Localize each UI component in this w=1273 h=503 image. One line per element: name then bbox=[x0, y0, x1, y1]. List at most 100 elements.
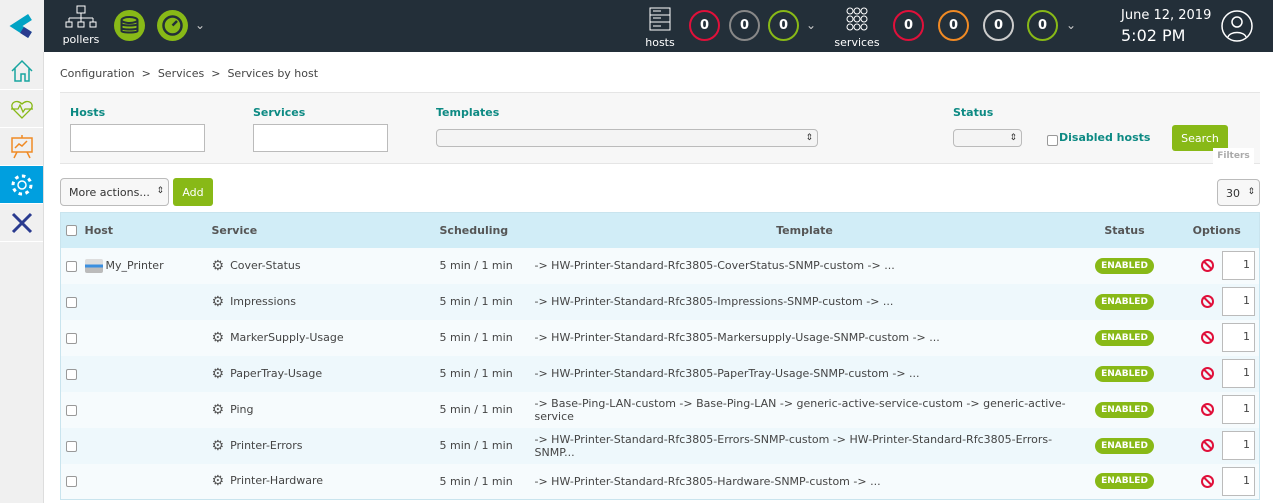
breadcrumb-separator: > bbox=[141, 67, 151, 80]
template: -> HW-Printer-Standard-Rfc3805-CoverStat… bbox=[534, 247, 1075, 284]
breadcrumb-services-by-host[interactable]: Services by host bbox=[227, 67, 319, 80]
status-badge: ENABLED bbox=[1095, 473, 1154, 490]
header-host: Host bbox=[84, 212, 212, 248]
disable-icon[interactable] bbox=[1201, 331, 1214, 344]
duplicate-count-input[interactable]: 1 bbox=[1222, 287, 1255, 316]
service-name[interactable]: Printer-Errors bbox=[230, 438, 303, 452]
hosts-chevron-down-icon[interactable]: ⌄ bbox=[806, 18, 817, 32]
template: -> HW-Printer-Standard-Rfc3805-PaperTray… bbox=[534, 355, 1075, 392]
duplicate-count-input[interactable]: 1 bbox=[1222, 323, 1255, 352]
search-button[interactable]: Search bbox=[1172, 125, 1228, 151]
services-unknown-count[interactable]: 0 bbox=[983, 10, 1014, 41]
hosts-up-count[interactable]: 0 bbox=[768, 10, 799, 41]
gear-icon: ⚙ bbox=[211, 293, 225, 310]
filters-panel: Hosts Services Templates ⇕ Status ⇕ Disa… bbox=[60, 92, 1260, 164]
duplicate-count-input[interactable]: 1 bbox=[1222, 251, 1255, 280]
app-logo[interactable] bbox=[0, 0, 44, 52]
services-filter-label: Services bbox=[253, 106, 306, 119]
disable-icon[interactable] bbox=[1201, 259, 1214, 272]
disable-icon[interactable] bbox=[1201, 295, 1214, 308]
scheduling: 5 min / 1 min bbox=[439, 391, 535, 428]
sidebar-item-configuration[interactable] bbox=[0, 166, 43, 204]
scheduling: 5 min / 1 min bbox=[439, 427, 535, 464]
scheduling: 5 min / 1 min bbox=[439, 355, 535, 392]
hosts-down-count[interactable]: 0 bbox=[689, 10, 720, 41]
gear-icon: ⚙ bbox=[211, 365, 225, 382]
services-ok-count[interactable]: 0 bbox=[1027, 10, 1058, 41]
table-row: ⚙ PaperTray-Usage 5 min / 1 min -> HW-Pri… bbox=[60, 355, 1260, 392]
service-name[interactable]: Printer-Hardware bbox=[230, 474, 324, 488]
database-icon[interactable] bbox=[114, 10, 145, 41]
pollers-button[interactable]: pollers bbox=[62, 4, 100, 46]
scheduling: 5 min / 1 min bbox=[439, 319, 535, 356]
template: -> Base-Ping-LAN-custom -> Base-Ping-LAN… bbox=[534, 391, 1075, 428]
home-icon bbox=[10, 59, 33, 82]
printer-icon bbox=[84, 258, 103, 273]
template: -> HW-Printer-Standard-Rfc3805-Errors-SN… bbox=[534, 427, 1075, 464]
services-button[interactable]: services bbox=[834, 7, 880, 49]
gear-icon: ⚙ bbox=[211, 437, 225, 454]
sidebar-item-monitoring[interactable] bbox=[0, 90, 43, 128]
add-button[interactable]: Add bbox=[173, 178, 213, 206]
services-chevron-down-icon[interactable]: ⌄ bbox=[1066, 18, 1077, 32]
status-badge: ENABLED bbox=[1095, 257, 1154, 274]
disable-icon[interactable] bbox=[1201, 403, 1214, 416]
chevron-down-icon[interactable]: ⌄ bbox=[195, 18, 206, 32]
duplicate-count-input[interactable]: 1 bbox=[1222, 359, 1255, 388]
duplicate-count-input[interactable]: 1 bbox=[1222, 395, 1255, 424]
disable-icon[interactable] bbox=[1201, 367, 1214, 380]
services-warning-count[interactable]: 0 bbox=[938, 10, 969, 41]
disable-icon[interactable] bbox=[1201, 439, 1214, 452]
table-row: ⚙ MarkerSupply-Usage 5 min / 1 min -> HW-… bbox=[60, 319, 1260, 356]
top-bar: pollers ⌄ hosts 0 0 0 ⌄ services 0 0 0 0… bbox=[0, 0, 1273, 52]
templates-filter-select[interactable]: ⇕ bbox=[436, 129, 818, 147]
user-avatar-icon[interactable] bbox=[1221, 10, 1253, 45]
row-checkbox[interactable] bbox=[66, 476, 77, 488]
table-row: ⚙ Printer-Hardware 5 min / 1 min -> HW-Pr… bbox=[60, 463, 1260, 500]
status-filter-select[interactable]: ⇕ bbox=[953, 129, 1022, 147]
status-badge: ENABLED bbox=[1095, 401, 1154, 418]
row-checkbox[interactable] bbox=[66, 404, 77, 416]
duplicate-count-input[interactable]: 1 bbox=[1222, 431, 1255, 460]
sidebar-item-administration[interactable] bbox=[0, 204, 43, 242]
hosts-unreachable-count[interactable]: 0 bbox=[729, 10, 760, 41]
hosts-filter-input[interactable] bbox=[70, 124, 205, 152]
table-row: ⚙ Impressions 5 min / 1 min -> HW-Printer… bbox=[60, 283, 1260, 320]
breadcrumb-services[interactable]: Services bbox=[157, 67, 205, 80]
select-all-checkbox[interactable] bbox=[66, 225, 77, 237]
service-name[interactable]: Impressions bbox=[230, 294, 297, 308]
disabled-hosts-checkbox[interactable] bbox=[1047, 133, 1058, 146]
page-size-value: 30 bbox=[1226, 187, 1240, 200]
gear-icon: ⚙ bbox=[211, 257, 225, 274]
service-name[interactable]: MarkerSupply-Usage bbox=[230, 330, 344, 344]
breadcrumb: Configuration > Services > Services by h… bbox=[60, 67, 318, 80]
more-actions-select[interactable]: More actions... ⇕ bbox=[60, 178, 169, 206]
pollers-icon bbox=[65, 5, 97, 28]
service-name[interactable]: Ping bbox=[230, 402, 254, 416]
row-checkbox[interactable] bbox=[66, 260, 77, 272]
scheduling: 5 min / 1 min bbox=[439, 247, 535, 284]
sidebar-item-reporting[interactable] bbox=[0, 128, 43, 166]
broker-gauge-icon[interactable] bbox=[157, 10, 188, 41]
duplicate-count-input[interactable]: 1 bbox=[1222, 466, 1255, 496]
breadcrumb-configuration[interactable]: Configuration bbox=[60, 67, 135, 80]
service-name[interactable]: Cover-Status bbox=[230, 258, 301, 272]
row-checkbox[interactable] bbox=[66, 332, 77, 344]
header-options: Options bbox=[1174, 212, 1260, 248]
services-critical-count[interactable]: 0 bbox=[893, 10, 924, 41]
sidebar-item-home[interactable] bbox=[0, 52, 43, 90]
services-icon bbox=[846, 7, 868, 31]
tools-icon bbox=[11, 212, 32, 233]
date: June 12, 2019 bbox=[1121, 8, 1212, 23]
sidebar bbox=[0, 52, 44, 503]
filters-tab[interactable]: Filters bbox=[1213, 148, 1254, 164]
services-filter-input[interactable] bbox=[253, 124, 388, 152]
host-name[interactable]: My_Printer bbox=[105, 258, 164, 272]
row-checkbox[interactable] bbox=[66, 296, 77, 308]
disable-icon[interactable] bbox=[1201, 474, 1214, 488]
service-name[interactable]: PaperTray-Usage bbox=[230, 366, 323, 380]
row-checkbox[interactable] bbox=[66, 368, 77, 380]
row-checkbox[interactable] bbox=[66, 440, 77, 452]
page-size-select[interactable]: 30 ⇕ bbox=[1217, 179, 1260, 206]
hosts-button[interactable]: hosts bbox=[644, 7, 676, 49]
